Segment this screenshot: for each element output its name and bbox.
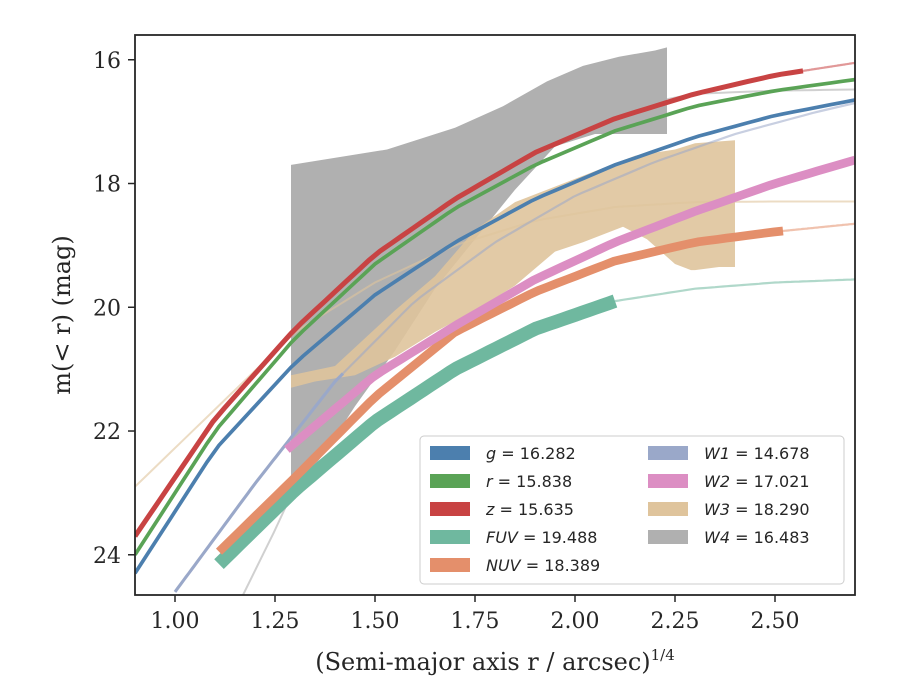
g-series-line xyxy=(135,98,855,575)
legend-swatch-r xyxy=(430,474,470,488)
legend-label-g: g = 16.282 xyxy=(486,444,576,463)
legend-swatch-w1 xyxy=(648,446,688,460)
legend-label-fuv: FUV = 19.488 xyxy=(486,528,597,547)
legend-swatch-w4 xyxy=(648,530,688,544)
fuv-model-line xyxy=(614,278,855,303)
x-tick-label: 2.50 xyxy=(751,609,800,634)
y-tick-label: 16 xyxy=(93,49,121,74)
w4-band xyxy=(291,47,667,493)
z-model-line xyxy=(802,61,855,72)
y-tick-label: 22 xyxy=(93,420,121,445)
legend-label-w2: W2 = 17.021 xyxy=(704,472,810,491)
legend-swatch-w2 xyxy=(648,474,688,488)
x-tick-label: 1.75 xyxy=(451,609,500,634)
legend-swatch-nuv xyxy=(430,558,470,572)
legend: g = 16.282 r = 15.838 z = 15.635 FUV = 19.4… xyxy=(419,435,845,585)
w2-series-line xyxy=(284,155,855,453)
r-series-line xyxy=(135,77,855,556)
nuv-series-line xyxy=(215,226,784,555)
x-tick-label: 2.00 xyxy=(551,609,600,634)
x-tick-label: 2.25 xyxy=(651,609,700,634)
y-tick-label: 24 xyxy=(93,544,121,569)
x-tick-label: 1.25 xyxy=(251,609,300,634)
x-tick-label: 1.00 xyxy=(151,609,200,634)
fuv-series-line xyxy=(214,294,618,569)
y-axis-title: m(< r) (mag) xyxy=(48,235,76,394)
y-tick-label: 20 xyxy=(93,296,121,321)
tick-layer: 1.00 1.25 1.50 1.75 2.00 2.25 2.50 16 18 20 22 24 xyxy=(93,49,799,634)
legend-swatch-z xyxy=(430,502,470,516)
legend-label-w3: W3 = 18.290 xyxy=(704,500,810,519)
w1-series-line xyxy=(173,372,345,593)
legend-label-w1: W1 = 14.678 xyxy=(704,444,810,463)
plot-frame xyxy=(134,34,856,596)
legend-label-z: z = 15.635 xyxy=(485,500,574,519)
legend-swatch-w3 xyxy=(648,502,688,516)
x-tick-label: 1.50 xyxy=(351,609,400,634)
w3-band xyxy=(291,140,735,388)
nuv-model-line xyxy=(782,222,855,233)
legend-label-nuv: NUV = 18.389 xyxy=(486,556,600,575)
x-axis-title: (Semi-major axis r / arcsec)1/4 xyxy=(315,646,675,676)
z-series-line xyxy=(135,68,804,538)
legend-label-r: r = 15.838 xyxy=(486,472,572,491)
legend-label-w4: W4 = 16.483 xyxy=(704,528,810,547)
w1-model-line xyxy=(342,102,855,375)
plot-layer xyxy=(135,47,855,595)
legend-swatch-fuv xyxy=(430,530,470,544)
y-tick-label: 18 xyxy=(93,173,121,198)
legend-box xyxy=(419,435,845,585)
legend-swatch-g xyxy=(430,446,470,460)
